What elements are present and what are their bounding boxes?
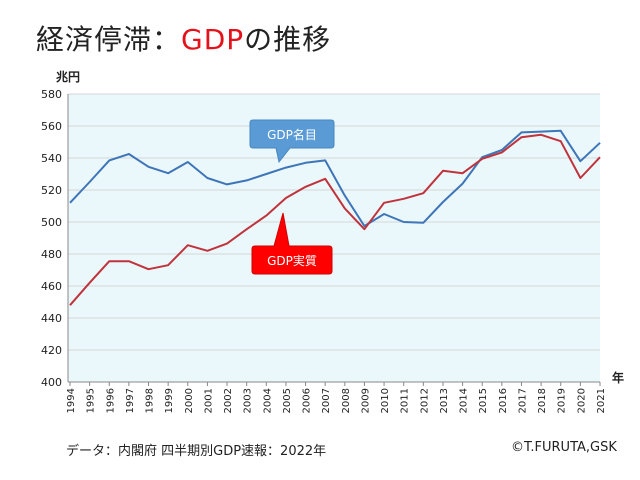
legend-callout-nominal: GDP名目	[249, 119, 335, 164]
x-tick-label: 2012	[419, 388, 430, 413]
title-rest: の推移	[244, 23, 332, 56]
y-tick-label: 440	[41, 312, 62, 325]
x-tick-label: 2021	[596, 388, 607, 413]
callout-nominal-box	[249, 119, 335, 164]
x-tick-label: 1996	[105, 388, 116, 413]
series-line-nominal	[69, 129, 601, 227]
x-tick-label: 1998	[145, 388, 156, 413]
x-tick-label: 2009	[360, 388, 371, 413]
callout-real-box	[251, 212, 333, 275]
x-tick-label: 2018	[537, 388, 548, 413]
x-tick-label: 2008	[341, 388, 352, 413]
x-tick-label: 2020	[576, 388, 587, 413]
callout-real-label: GDP実質	[267, 253, 317, 268]
data-source-note: データ：内閣府 四半期別GDP速報：2022年	[66, 444, 327, 459]
legend-callout-real: GDP実質	[251, 212, 333, 275]
x-tick-label: 2004	[262, 388, 273, 413]
callout-nominal-label: GDP名目	[267, 127, 317, 142]
title-highlight: GDP	[181, 23, 245, 56]
axes	[67, 94, 600, 383]
page-title: 経済停滞：GDPの推移	[36, 18, 331, 58]
y-tick-label: 560	[41, 120, 62, 133]
x-tick-label: 2013	[439, 388, 450, 413]
x-tick-label: 1997	[125, 388, 136, 413]
x-tick-label: 2010	[380, 388, 391, 413]
x-tick-label: 1995	[86, 388, 97, 413]
y-tick-label: 460	[41, 280, 62, 293]
y-tick-label: 480	[41, 248, 62, 261]
series-lines	[69, 129, 601, 306]
x-axis-label: 年	[612, 370, 624, 385]
series-line-real	[69, 133, 601, 306]
x-tick-label: 2003	[243, 388, 254, 413]
title-main: 経済停滞：	[36, 23, 182, 56]
x-tick-label: 2002	[223, 388, 234, 413]
y-tick-label: 500	[41, 216, 62, 229]
y-tick-label: 420	[41, 344, 62, 357]
x-tick-label: 2011	[400, 388, 411, 413]
x-tick-label: 2000	[184, 388, 195, 413]
y-tick-label: 580	[41, 88, 62, 101]
x-tick-label: 2015	[478, 388, 489, 413]
x-tick-labels: 1994 1995 1996 1997 1998 1999 2000 2001 2002 2003…	[66, 382, 607, 413]
y-tick-label: 540	[41, 152, 62, 165]
x-tick-label: 1994	[66, 388, 77, 413]
x-tick-label: 2014	[459, 388, 470, 413]
x-tick-label: 2019	[557, 388, 568, 413]
x-tick-label: 1999	[164, 388, 175, 413]
y-axis-label: 兆円	[56, 69, 80, 84]
x-tick-label: 2007	[321, 388, 332, 413]
x-tick-label: 2016	[498, 388, 509, 413]
y-tick-labels: 400 420 440 460 480 500 520 540 560 580	[41, 88, 62, 389]
y-tick-label: 400	[41, 376, 62, 389]
copyright-note: ©T.FURUTA,GSK	[511, 440, 617, 455]
y-tick-label: 520	[41, 184, 62, 197]
x-tick-label: 2001	[203, 388, 214, 413]
x-tick-label: 2017	[517, 388, 528, 413]
x-tick-label: 2006	[302, 388, 313, 413]
x-tick-label: 2005	[282, 388, 293, 413]
